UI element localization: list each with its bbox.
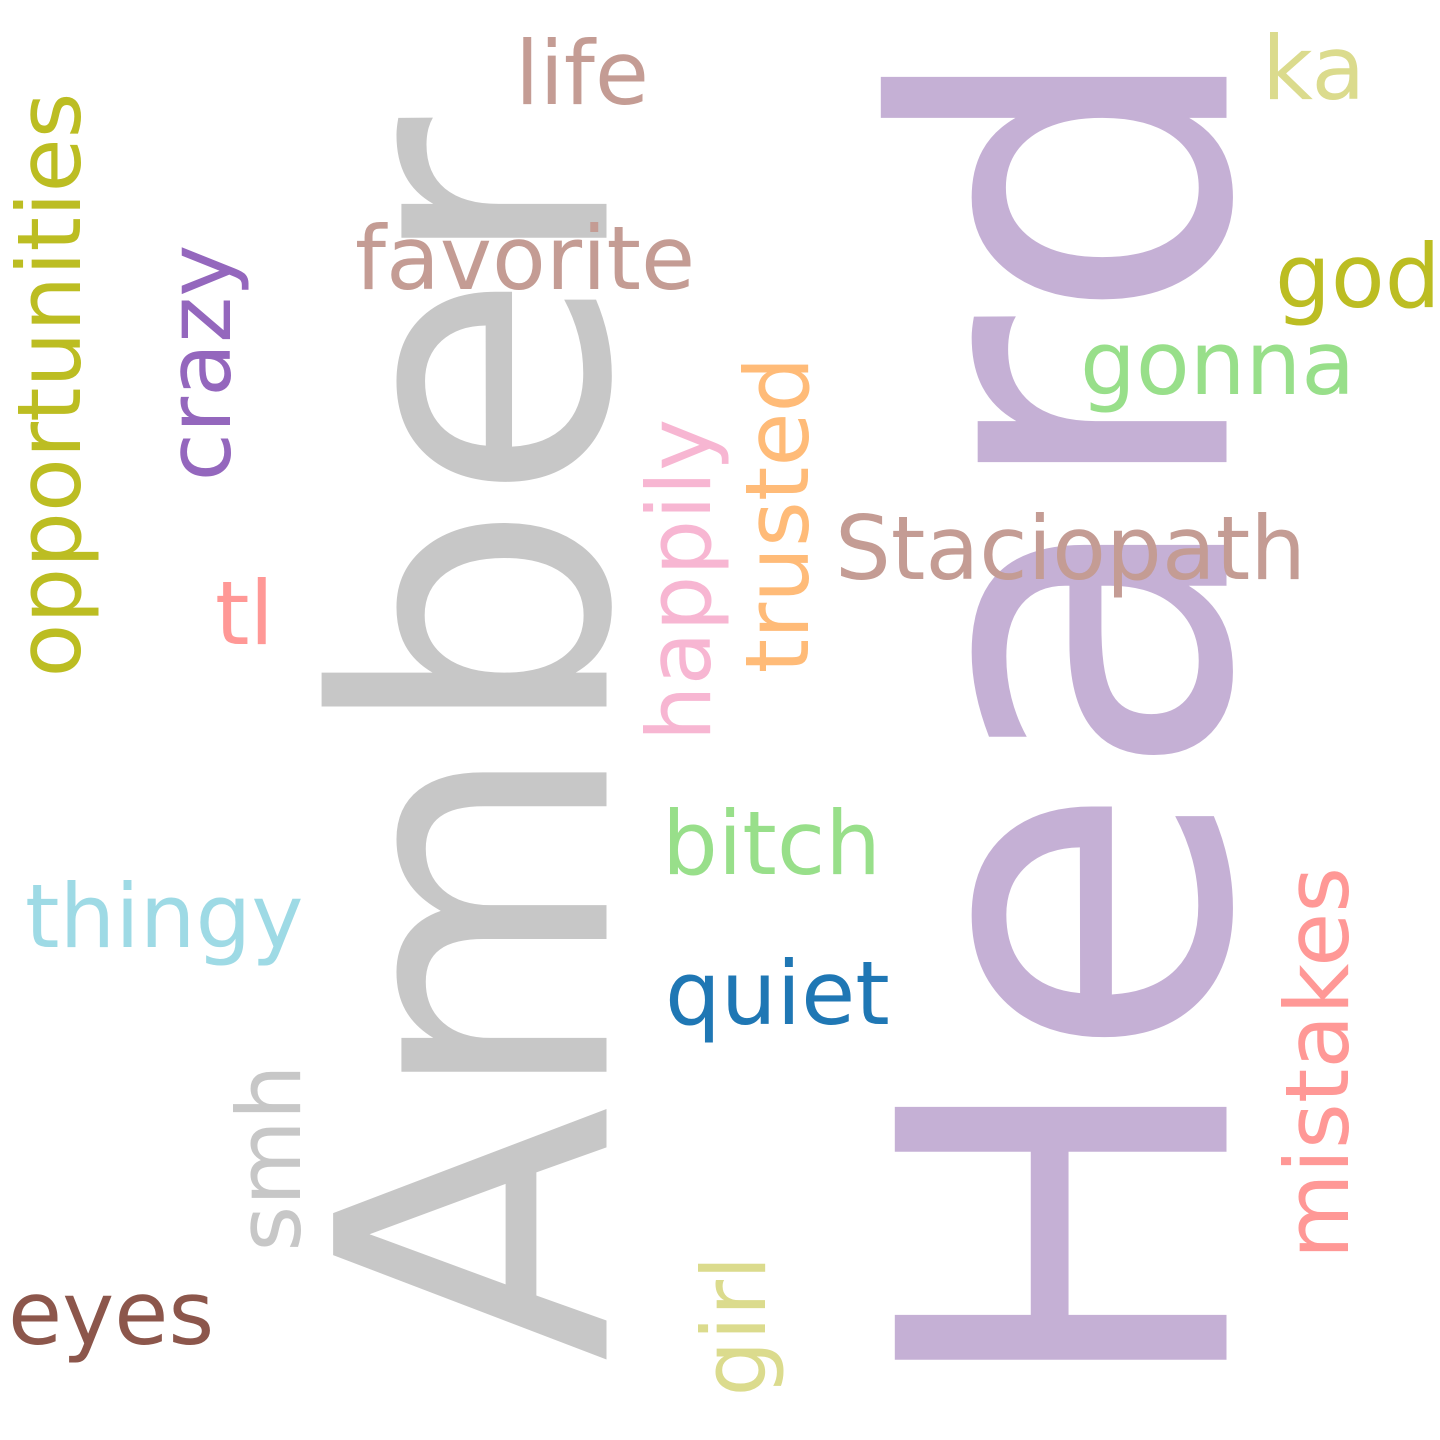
word-ka: ka	[1262, 17, 1366, 120]
word-tl: tl	[215, 562, 274, 665]
word-happily: happily	[628, 418, 731, 742]
word-gonna: gonna	[1080, 312, 1356, 415]
word-favorite: favorite	[355, 207, 696, 310]
word-god: god	[1275, 225, 1440, 328]
word-quiet: quiet	[665, 942, 890, 1045]
word-smh: smh	[218, 1064, 321, 1252]
word-eyes: eyes	[8, 1262, 215, 1365]
word-life: life	[515, 22, 650, 125]
word-mistakes: mistakes	[1266, 866, 1369, 1260]
word-crazy: crazy	[148, 244, 251, 482]
word-staciopath: Staciopath	[835, 497, 1307, 600]
word-heard: Heard	[805, 35, 1335, 1405]
word-trusted: trusted	[726, 356, 829, 674]
word-thingy: thingy	[25, 865, 304, 968]
word-bitch: bitch	[662, 792, 881, 895]
word-opportunities: opportunities	[0, 92, 101, 678]
word-girl: girl	[683, 1255, 786, 1397]
